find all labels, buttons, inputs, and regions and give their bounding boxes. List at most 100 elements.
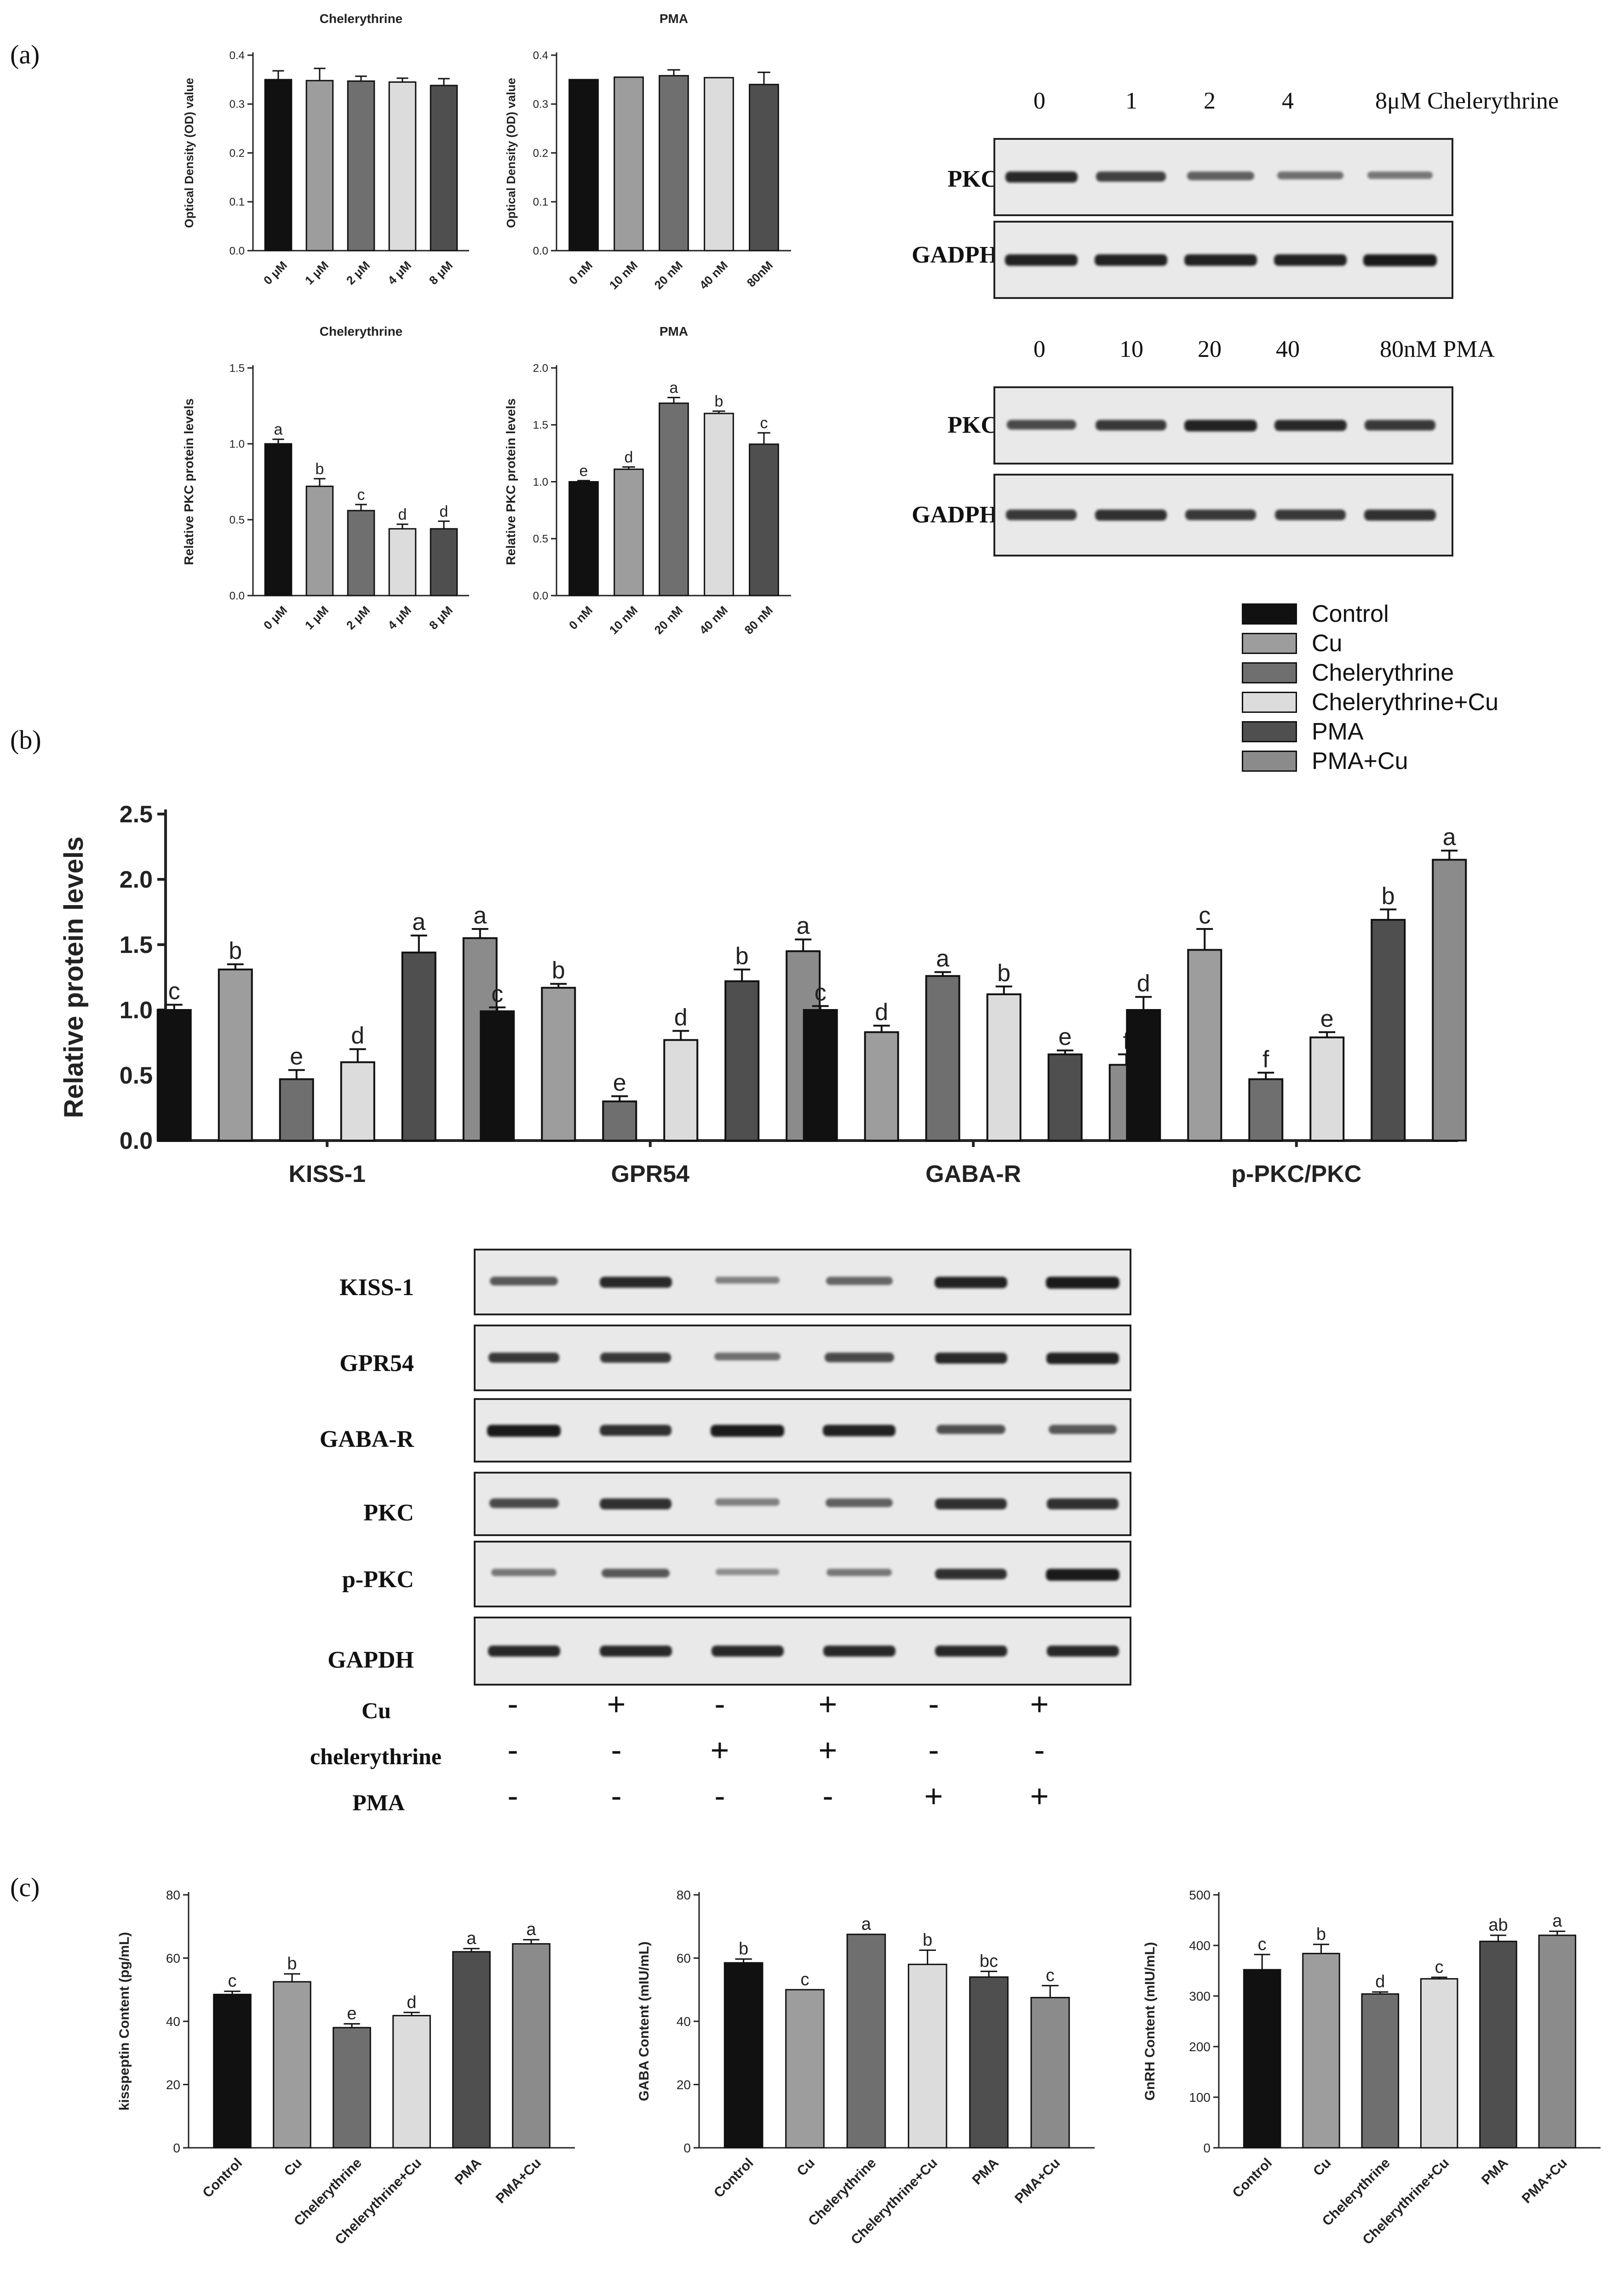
y-tick-label: 80 [166,1888,180,1902]
y-tick-label: 20 [677,2077,691,2092]
blot-row-label-pkc: PKC [363,1500,414,1526]
legend-item-pma-cu: PMA+Cu [1242,747,1408,775]
bar [969,1976,1009,2149]
x-tick-label: PMA [1479,2155,1511,2187]
x-tick-label: p-PKC/PKC [1231,1161,1361,1187]
y-tick-label: 0.0 [533,590,548,602]
blot-band [1277,172,1343,180]
blot-band [1274,254,1347,266]
blot-band [1275,510,1346,520]
blot-band [711,1646,784,1657]
legend-label: PMA+Cu [1312,748,1408,774]
blot-lane-label: 20 [1198,336,1222,362]
treatment-sign: - [928,1732,939,1768]
blot-band [1006,420,1076,430]
chart-a2-od-pma: PMA 0.0 0.1 0.2 0.3 0.4 Optical Density (OD) v… [504,11,791,292]
blot-band [936,1425,1005,1434]
y-tick-label: 80 [677,1888,691,1902]
blot-band [1184,420,1257,432]
bar [659,75,689,252]
blot-lane-label: 2 [1204,88,1216,114]
chart-title: Chelerythrine [320,324,403,338]
treatment-label-pma: PMA [352,1790,405,1815]
blot-band [490,1276,558,1286]
significance-letter: d [1375,1972,1385,1991]
bar [347,510,375,597]
bar [1248,1078,1284,1142]
significance-letter: d [674,1004,688,1031]
bar [452,1951,491,2149]
x-tick-label: 0 nM [566,258,595,287]
blot-row-label-pkc: PKC [947,166,998,192]
bar [218,968,253,1142]
blot-band [1096,172,1166,182]
blot-band [715,1276,780,1284]
blot-pma-gadph [993,474,1453,556]
x-tick-label: GABA-R [925,1161,1021,1187]
bar [925,975,960,1142]
blot-band [1095,510,1167,521]
blot-band [1046,1352,1119,1364]
blot-band [1185,510,1256,520]
treatment-sign: - [507,1732,518,1768]
bar [614,76,644,252]
x-tick-label: 10 nM [607,258,640,292]
chart-a4-pkc-pma: PMA 0.0 0.5 1.0 1.5 2.0 Relative PKC protein l… [504,324,791,637]
blot-band [935,1568,1007,1580]
bar [1047,1053,1083,1142]
significance-letter: a [412,909,425,935]
blot-band [824,1352,894,1362]
blot-pma-pkc [993,386,1453,465]
bar [264,443,293,597]
blot-band [1005,172,1078,183]
bar [907,1963,947,2149]
y-tick-label: 1.5 [230,362,245,374]
blot-band [491,1568,557,1576]
chart-c1-kisspeptin: 0 20 40 60 80 kisspeptin Content (pg/mL) c Cont… [117,1888,575,2248]
bar [1309,1036,1345,1142]
panel-label-b: (b) [10,725,41,755]
bar [1302,1953,1340,2149]
legend-label: Chelerythrine+Cu [1312,689,1499,716]
bar [430,85,458,252]
blot-band [823,1646,895,1657]
treatment-sign: - [714,1778,725,1814]
blot-band [1049,1425,1117,1434]
bar [388,528,417,597]
x-tick-label: 80 nM [742,603,775,637]
significance-letter: d [440,503,448,520]
x-tick-label: 2 μM [344,603,373,632]
significance-letter: c [1435,1957,1444,1977]
legend-swatch [1242,721,1297,742]
significance-letter: a [861,1915,872,1934]
legend-item-pma: PMA [1242,718,1364,746]
bar [1420,1978,1458,2149]
treatment-sign: + [1030,1778,1049,1814]
y-tick-label: 0 [683,2141,691,2155]
chart-c3-gnrh: 0 100 200 300 400 500 GnRH Content (mIU/mL) c Co… [1142,1888,1601,2248]
y-tick-label: 0.2 [533,147,548,160]
x-tick-label: 40 nM [697,258,730,292]
chart-b-relative-protein-levels: 0.0 0.5 1.0 1.5 2.0 2.5 Relative protein level… [59,801,1467,1187]
x-tick-label: 8 μM [426,258,455,287]
treatment-sign: + [924,1778,943,1814]
blot-band [822,1425,896,1437]
treatment-sign: - [822,1778,833,1814]
x-tick-label: Cu [1310,2155,1334,2179]
bar [1432,859,1467,1142]
significance-letter: b [316,460,324,478]
significance-letter: a [1552,1911,1562,1931]
blot-band [600,1352,671,1363]
y-tick-label: 1.5 [120,932,153,958]
panel-label-c: (c) [10,1872,40,1902]
y-axis-label: GABA Content (mIU/mL) [637,1941,652,2101]
y-tick-label: 40 [677,2014,691,2029]
blot-band [1096,420,1166,430]
significance-letter: d [351,1022,364,1049]
blot-band [935,1498,1007,1509]
blot-lane-label: 0 [1033,88,1045,114]
significance-letter: c [760,414,768,432]
blot-band [1363,254,1437,266]
blot-band [600,1425,671,1436]
bar [392,2015,431,2149]
